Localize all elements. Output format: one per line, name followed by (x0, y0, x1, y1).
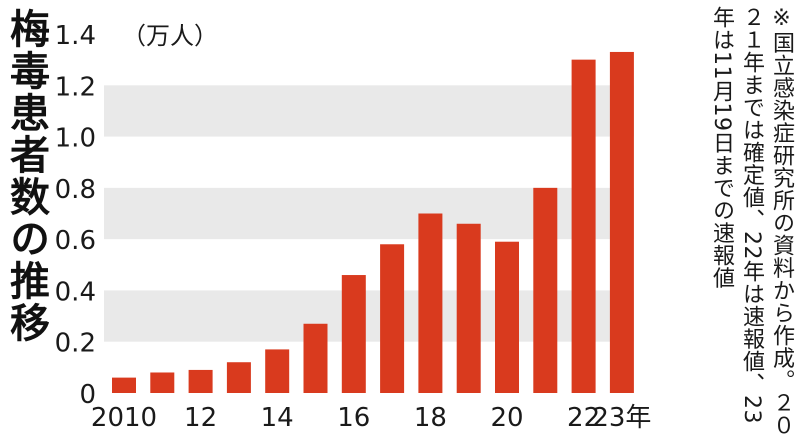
bar-2016 (341, 275, 366, 393)
x-tick-label: 18 (414, 403, 447, 433)
bar-2018 (418, 213, 443, 393)
source-note: ※国立感染症研究所の資料から作成。２０２１年までは確定値、22年は速報値、23年… (709, 6, 794, 437)
bars (112, 51, 634, 394)
chart-title: 梅毒患者数の推移 (3, 8, 49, 344)
y-axis-tick-labels: 0 0.2 0.4 0.6 0.8 1.0 1.2 1.4 (55, 21, 96, 410)
grid-band (104, 85, 634, 137)
bar-2013 (226, 362, 251, 393)
y-tick-label: 0.4 (55, 277, 96, 307)
bar-2023 (609, 51, 634, 393)
x-tick-label: 14 (261, 403, 294, 433)
y-tick-label: 0 (79, 380, 96, 410)
x-tick-label: 16 (337, 403, 370, 433)
y-tick-label: 0.2 (55, 329, 96, 359)
bar-2011 (150, 372, 175, 393)
x-tick-label: 2010 (91, 403, 157, 433)
x-tick-label: 20 (490, 403, 523, 433)
y-tick-label: 0.8 (55, 175, 96, 205)
x-tick-label: 22 (567, 403, 600, 433)
bar-2010 (112, 377, 136, 393)
bar-2017 (380, 244, 405, 393)
bar-2015 (303, 323, 328, 393)
bar-2019 (456, 223, 481, 393)
bar-2021 (533, 187, 558, 393)
bar-2012 (188, 369, 213, 393)
y-tick-label: 0.6 (55, 226, 96, 256)
bar-2014 (265, 349, 290, 393)
bar-2022 (571, 59, 596, 394)
x-tick-label: 12 (184, 403, 217, 433)
bar-2020 (495, 241, 519, 393)
y-axis-unit-label: （万人） (122, 22, 218, 50)
y-tick-label: 1.2 (55, 72, 96, 102)
y-tick-label: 1.4 (55, 21, 96, 51)
x-tick-label: 23年 (592, 403, 651, 433)
y-tick-label: 1.0 (55, 124, 96, 154)
